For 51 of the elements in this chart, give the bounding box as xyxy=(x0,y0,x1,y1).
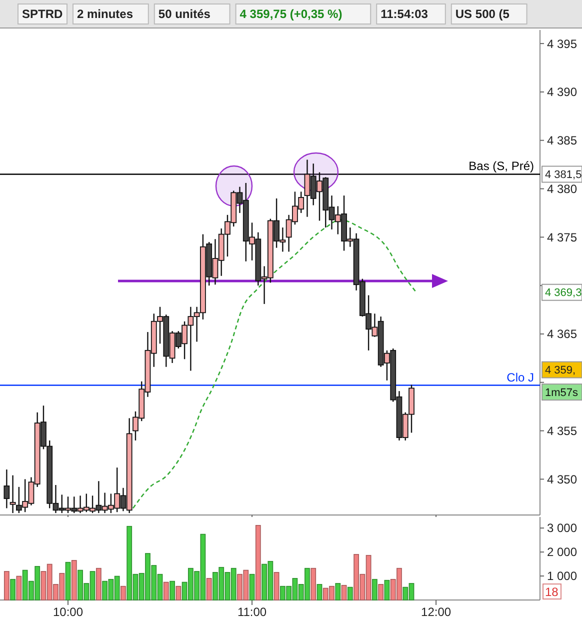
bar xyxy=(378,584,384,600)
bar xyxy=(206,578,212,600)
text: 4 359,75 (+0,35 %) xyxy=(240,7,342,21)
y-tick-label: 4 380 xyxy=(547,182,578,196)
bar xyxy=(120,586,126,600)
y-tick-label: 4 350 xyxy=(547,472,578,486)
y-tick-label: 4 365 xyxy=(547,327,578,342)
bar xyxy=(16,576,22,600)
bar xyxy=(176,586,182,600)
text: US 500 (5 xyxy=(455,7,510,21)
bar xyxy=(335,583,341,600)
chart-title: SPTRD xyxy=(22,7,64,21)
bar xyxy=(163,582,169,600)
y-tick-label: 1 000 xyxy=(547,569,578,584)
y-tick-label: 4 375 xyxy=(547,230,578,244)
bar xyxy=(10,578,16,600)
candlestick xyxy=(10,474,16,514)
text: 18 xyxy=(545,585,559,599)
x-tick-label: 10:00 xyxy=(52,605,84,619)
bar xyxy=(249,574,255,600)
bar xyxy=(310,568,316,600)
ref-line-label: Clo J xyxy=(506,370,534,384)
bar xyxy=(384,580,390,600)
y-tick-label: 4 355 xyxy=(547,424,578,438)
bar xyxy=(71,560,77,600)
bar xyxy=(316,584,322,600)
bar xyxy=(347,586,353,600)
x-tick-label: 12:00 xyxy=(421,605,452,619)
bar xyxy=(96,568,102,600)
text: 11:54:03 xyxy=(380,7,428,21)
ref-line-label: Bas (S, Pré) xyxy=(468,159,534,174)
y-tick-label: 4 395 xyxy=(547,36,578,51)
annotation: 1m57s xyxy=(545,386,579,399)
text: 50 unités xyxy=(158,7,211,21)
x-tick-label: 11:00 xyxy=(237,605,267,619)
bar xyxy=(372,578,378,600)
candlestick xyxy=(4,468,10,509)
text: 2 minutes xyxy=(77,7,134,21)
bar xyxy=(274,572,280,600)
bar xyxy=(170,580,175,600)
annotation: 4 381,5 xyxy=(545,169,582,182)
y-tick-label: 4 385 xyxy=(547,134,578,148)
y-tick-label: 2 000 xyxy=(547,545,578,560)
bar xyxy=(65,562,71,600)
y-tick-label: 4 390 xyxy=(547,85,578,100)
bar xyxy=(341,584,347,600)
y-tick-label: 3 000 xyxy=(547,521,578,536)
annotation: 4 359, xyxy=(545,364,576,377)
bar xyxy=(255,524,261,600)
annotation: 4 369,3 xyxy=(545,287,582,300)
bar xyxy=(4,571,10,600)
